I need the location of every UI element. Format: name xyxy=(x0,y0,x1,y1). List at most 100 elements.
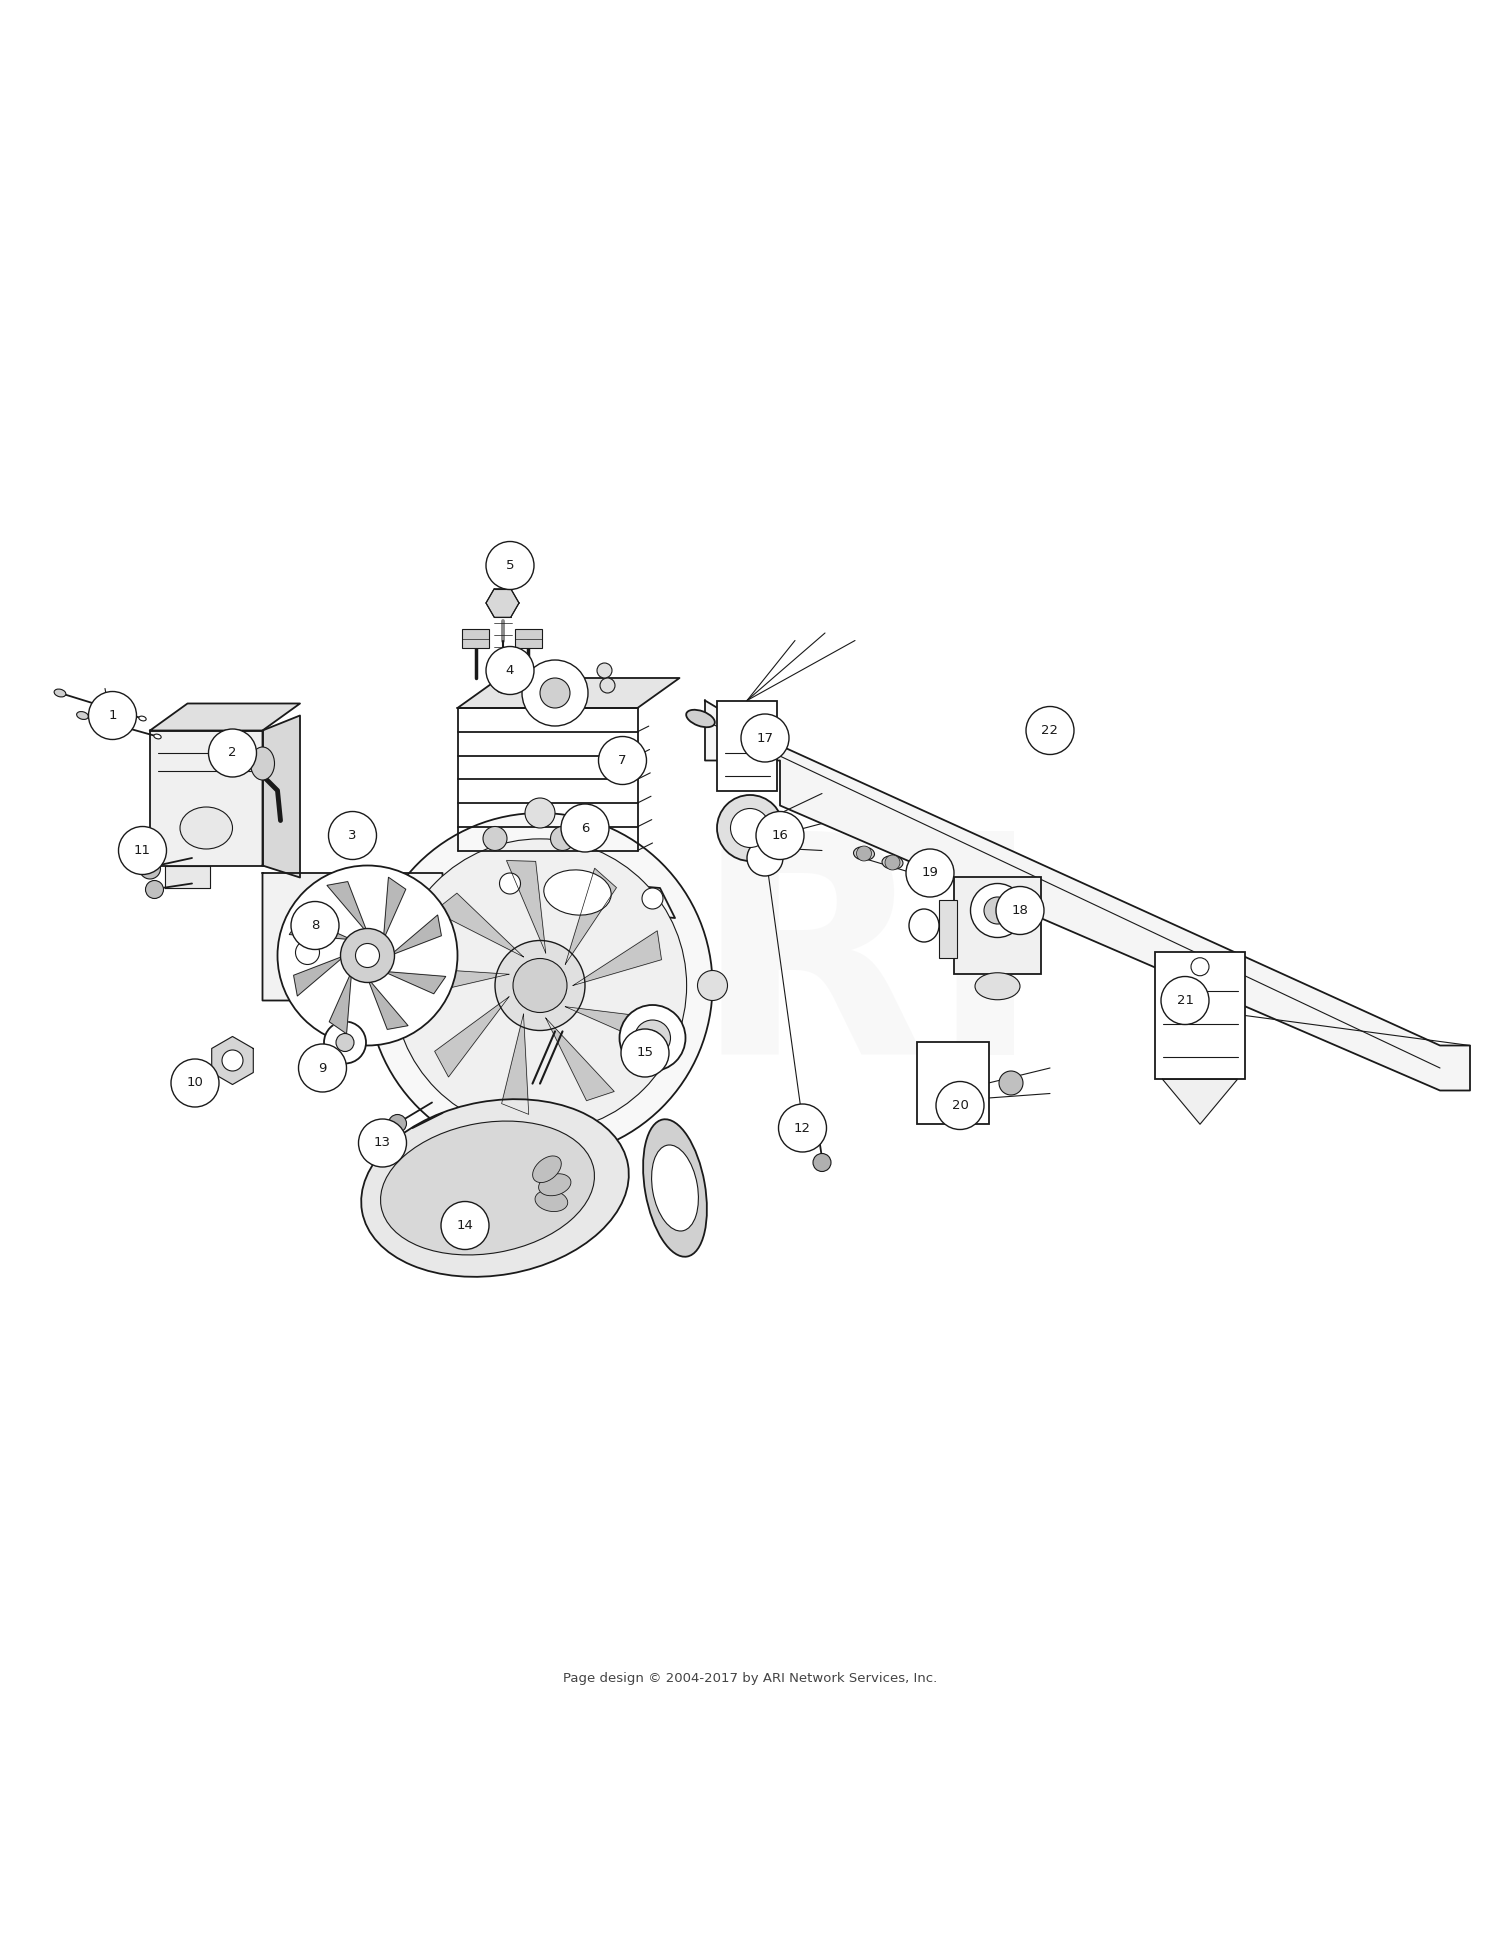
Text: 11: 11 xyxy=(134,844,152,858)
Text: 15: 15 xyxy=(636,1046,654,1060)
Text: 19: 19 xyxy=(921,866,939,879)
Text: 20: 20 xyxy=(951,1099,969,1112)
Circle shape xyxy=(522,660,588,726)
Ellipse shape xyxy=(180,807,232,848)
Circle shape xyxy=(171,1060,219,1106)
Text: 21: 21 xyxy=(1176,994,1194,1007)
Polygon shape xyxy=(262,873,442,1000)
Ellipse shape xyxy=(882,856,903,870)
Text: ARI: ARI xyxy=(458,821,1042,1120)
Ellipse shape xyxy=(544,870,610,914)
Circle shape xyxy=(747,840,783,875)
Ellipse shape xyxy=(76,712,88,720)
Circle shape xyxy=(222,1050,243,1071)
Circle shape xyxy=(492,555,513,576)
Text: 9: 9 xyxy=(318,1062,327,1075)
Circle shape xyxy=(1161,976,1209,1025)
Circle shape xyxy=(621,1029,669,1077)
Polygon shape xyxy=(294,955,345,996)
Circle shape xyxy=(368,813,712,1159)
Circle shape xyxy=(698,970,728,1000)
Text: Page design © 2004-2017 by ARI Network Services, Inc.: Page design © 2004-2017 by ARI Network S… xyxy=(562,1671,938,1685)
Circle shape xyxy=(756,811,804,860)
Text: 22: 22 xyxy=(1041,724,1059,738)
Polygon shape xyxy=(165,866,210,887)
Ellipse shape xyxy=(910,864,932,877)
Circle shape xyxy=(984,897,1011,924)
Polygon shape xyxy=(327,881,368,934)
Circle shape xyxy=(500,873,520,895)
Circle shape xyxy=(388,1114,406,1132)
Circle shape xyxy=(730,809,770,848)
Circle shape xyxy=(324,1021,366,1064)
Circle shape xyxy=(358,1120,407,1167)
Bar xyxy=(150,730,262,866)
Polygon shape xyxy=(290,918,351,939)
Polygon shape xyxy=(384,877,405,939)
Circle shape xyxy=(352,970,382,1000)
Circle shape xyxy=(298,1044,346,1093)
Circle shape xyxy=(393,839,687,1132)
Circle shape xyxy=(486,542,534,590)
Circle shape xyxy=(140,858,160,879)
Circle shape xyxy=(1026,707,1074,755)
Circle shape xyxy=(598,736,646,784)
Polygon shape xyxy=(435,998,508,1077)
Text: 4: 4 xyxy=(506,664,515,677)
Polygon shape xyxy=(573,932,662,986)
Circle shape xyxy=(503,664,518,677)
Circle shape xyxy=(88,691,136,740)
Circle shape xyxy=(778,1104,826,1153)
Text: 8: 8 xyxy=(310,918,320,932)
Ellipse shape xyxy=(536,1190,567,1211)
Circle shape xyxy=(486,646,534,695)
Circle shape xyxy=(597,664,612,677)
Circle shape xyxy=(540,677,570,708)
Text: 18: 18 xyxy=(1011,905,1029,916)
Circle shape xyxy=(970,883,1024,938)
Circle shape xyxy=(328,811,376,860)
Ellipse shape xyxy=(54,689,66,697)
Circle shape xyxy=(118,827,166,875)
Ellipse shape xyxy=(154,734,160,740)
Ellipse shape xyxy=(975,972,1020,1000)
Circle shape xyxy=(642,887,663,908)
Circle shape xyxy=(525,798,555,829)
Circle shape xyxy=(336,1033,354,1052)
Polygon shape xyxy=(566,1007,664,1044)
Circle shape xyxy=(600,677,615,693)
Circle shape xyxy=(620,1005,686,1071)
Ellipse shape xyxy=(140,716,146,720)
Ellipse shape xyxy=(362,1099,628,1277)
Circle shape xyxy=(525,1143,555,1172)
Circle shape xyxy=(483,827,507,850)
Ellipse shape xyxy=(251,747,274,780)
Circle shape xyxy=(561,804,609,852)
Circle shape xyxy=(146,881,164,899)
Text: 12: 12 xyxy=(794,1122,812,1134)
Circle shape xyxy=(999,1071,1023,1095)
Polygon shape xyxy=(1162,1079,1238,1124)
Polygon shape xyxy=(390,914,441,955)
Text: 7: 7 xyxy=(618,753,627,767)
Bar xyxy=(1155,951,1245,1079)
Polygon shape xyxy=(488,873,675,918)
Circle shape xyxy=(356,943,380,967)
Text: 5: 5 xyxy=(506,559,515,573)
Polygon shape xyxy=(368,978,408,1029)
Text: 1: 1 xyxy=(108,708,117,722)
Polygon shape xyxy=(501,1013,528,1114)
Bar xyxy=(315,934,405,970)
Circle shape xyxy=(441,1201,489,1250)
Ellipse shape xyxy=(686,710,716,728)
Bar xyxy=(954,877,1041,974)
Text: 3: 3 xyxy=(348,829,357,842)
Polygon shape xyxy=(150,703,300,730)
Text: 16: 16 xyxy=(771,829,789,842)
Circle shape xyxy=(741,714,789,763)
Circle shape xyxy=(634,1021,670,1056)
Polygon shape xyxy=(705,701,1470,1091)
Ellipse shape xyxy=(853,846,874,860)
Circle shape xyxy=(495,941,585,1031)
Polygon shape xyxy=(411,969,509,998)
